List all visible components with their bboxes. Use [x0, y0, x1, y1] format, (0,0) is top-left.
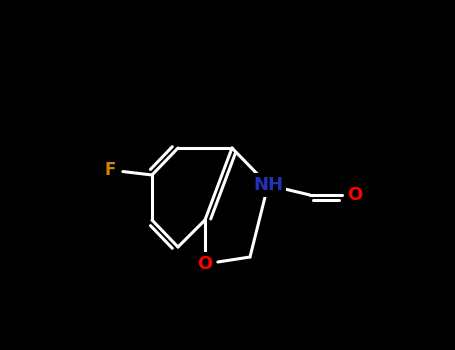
- Text: O: O: [347, 186, 363, 204]
- Text: F: F: [104, 161, 116, 179]
- Text: NH: NH: [253, 176, 283, 194]
- Text: O: O: [197, 255, 212, 273]
